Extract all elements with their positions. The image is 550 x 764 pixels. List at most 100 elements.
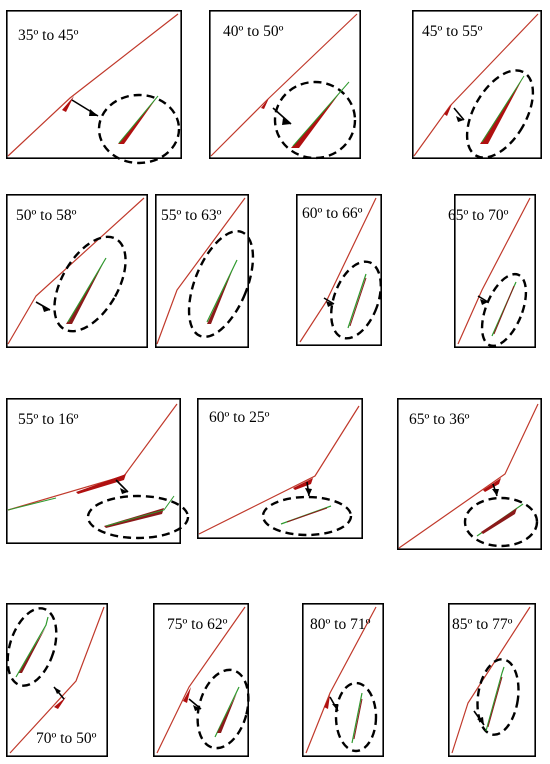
fracture-trace: [299, 197, 377, 343]
panel-label: 55º to 63º: [161, 207, 222, 224]
zoom-fracture: [487, 676, 503, 728]
panel-frame: [6, 398, 181, 544]
zoom-green-line: [214, 686, 240, 738]
arrowhead-icon: [42, 306, 50, 312]
fracture-trace: [156, 606, 246, 754]
panel-frame: [302, 603, 385, 757]
zoom-ellipse: [86, 494, 190, 540]
arrowhead-icon: [326, 301, 334, 307]
arrowhead-icon: [89, 109, 98, 116]
panel-35-to-45: 35º to 45º: [6, 10, 182, 165]
panel-50-to-58: 50º to 58º: [6, 194, 148, 348]
zoom-ellipse: [465, 69, 535, 159]
fracture-bulge: [183, 687, 191, 703]
panel-45-to-55: 45º to 55º: [412, 10, 542, 159]
panel-frame: [197, 398, 363, 539]
panel-drawing: [296, 194, 383, 346]
panel-label: 55º to 16º: [18, 411, 79, 428]
panel-label: 35º to 45º: [18, 27, 79, 44]
fracture-bulge: [62, 96, 74, 112]
panel-40-to-50: 40º to 50º: [209, 10, 361, 160]
arrowhead-icon: [193, 705, 201, 711]
panel-drawing: [454, 194, 537, 348]
panel-frame: [296, 194, 383, 346]
fracture-bulge: [324, 695, 330, 709]
panel-label: 85º to 77º: [452, 616, 513, 633]
panel-75-to-62: 75º to 62º: [153, 603, 250, 757]
panel-60-to-25: 60º to 25º: [197, 398, 363, 539]
panel-85-to-77: 85º to 77º: [448, 603, 537, 757]
panel-drawing: [6, 398, 190, 544]
panel-drawing: [302, 603, 385, 757]
zoom-green-line: [292, 81, 350, 147]
zoom-ellipse: [196, 668, 250, 750]
panel-60-to-66: 60º to 66º: [296, 194, 383, 346]
zoom-fracture: [493, 285, 515, 335]
panel-label: 80º to 71º: [310, 616, 371, 633]
pointer-arrow: [35, 301, 51, 311]
fracture-trace: [451, 606, 531, 754]
fracture-bulge: [444, 104, 452, 116]
zoom-green-line: [15, 616, 49, 678]
fracture-bulge: [261, 98, 269, 109]
panel-frame: [448, 603, 537, 757]
panel-frame: [454, 194, 537, 348]
pointer-arrow: [453, 107, 465, 121]
zoom-green-line: [206, 259, 238, 323]
arrowhead-icon: [480, 299, 488, 305]
panel-drawing: [153, 603, 250, 757]
panel-label: 40º to 50º: [223, 23, 284, 40]
panel-80-to-71: 80º to 71º: [302, 603, 385, 757]
panel-drawing: [397, 398, 542, 550]
pointer-arrow: [115, 479, 129, 493]
panel-drawing: [6, 194, 148, 348]
zoom-fracture: [349, 277, 367, 327]
zoom-green-line: [105, 495, 175, 527]
zoom-ellipse: [261, 495, 353, 537]
zoom-ellipse: [334, 681, 378, 753]
panel-drawing: [412, 10, 542, 159]
panel-65-to-36: 65º to 36º: [397, 398, 542, 550]
arrowhead-icon: [282, 118, 291, 125]
zoom-fracture: [286, 507, 328, 523]
panel-frame: [6, 603, 109, 757]
zoom-ellipse: [6, 607, 58, 687]
fracture-trace: [398, 403, 539, 549]
panel-frame: [397, 398, 542, 550]
panel-drawing: [197, 398, 363, 539]
zoom-green-line: [481, 75, 525, 143]
arrowhead-icon: [54, 687, 61, 694]
fracture-bulge: [293, 478, 313, 490]
panel-frame: [209, 10, 361, 159]
zoom-ellipse: [187, 229, 255, 339]
fracture-trace: [210, 13, 358, 157]
arrowhead-icon: [492, 489, 499, 496]
fracture-trace: [413, 13, 539, 157]
zoom-ellipse: [330, 260, 382, 340]
arrowhead-icon: [332, 704, 338, 711]
panel-label: 65º to 70º: [448, 207, 509, 224]
panel-frame: [153, 603, 250, 757]
fracture-trace: [305, 606, 377, 754]
pointer-arrow: [188, 698, 202, 710]
pointer-arrow: [477, 295, 489, 303]
panel-label: 65º to 36º: [409, 411, 470, 428]
zoom-fracture: [353, 698, 363, 740]
panel-frame: [6, 194, 148, 348]
panel-label: 50º to 58º: [16, 207, 77, 224]
panel-frame: [155, 194, 250, 348]
zoom-ellipse: [53, 235, 127, 333]
fracture-bulge: [76, 474, 126, 494]
panel-label: 45º to 55º: [422, 23, 483, 40]
fracture-trace: [9, 606, 105, 754]
panel-frame: [6, 10, 182, 159]
fracture-bulge: [54, 697, 66, 709]
arrowhead-icon: [477, 717, 484, 725]
panel-label: 70º to 50º: [36, 730, 97, 747]
zoom-green-line: [351, 692, 363, 744]
arrowhead-icon: [456, 116, 464, 122]
panel-frame: [412, 10, 542, 159]
fracture-trace: [198, 405, 360, 535]
zoom-green-line: [347, 273, 367, 329]
